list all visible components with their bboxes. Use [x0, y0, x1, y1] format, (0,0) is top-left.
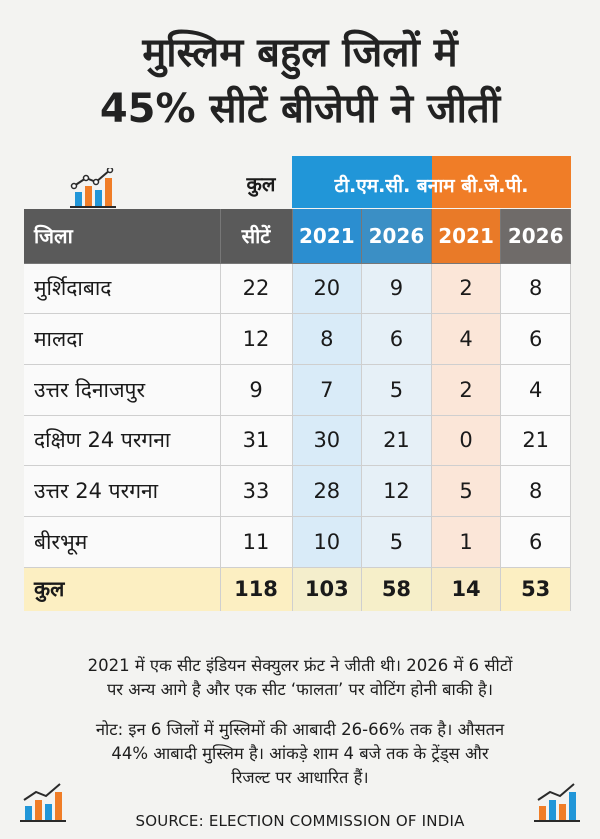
table-row: उत्तर दिनाजपुर 9 7 5 2 4 [24, 364, 571, 416]
tmc-2026-cell: 9 [361, 263, 432, 315]
note-line: नोट: इन 6 जिलों में मुस्लिमों की आबादी 2… [95, 720, 505, 739]
bjp-header-band [432, 156, 571, 208]
tmc-2026-cell: 5 [361, 364, 432, 416]
note-isf: 2021 में एक सीट इंडियन सेक्युलर फ्रंट ने… [20, 654, 580, 702]
col-tmc-2021: 2021 [292, 209, 363, 264]
results-table: जिला सीटें 2021 2026 2021 2026 मुर्शिदाब… [24, 209, 571, 612]
col-district: जिला [24, 209, 221, 264]
tmc-header-band [292, 156, 432, 208]
table-row: मालदा 12 8 6 4 6 [24, 313, 571, 365]
table-header-row: जिला सीटें 2021 2026 2021 2026 [24, 209, 571, 264]
tmc-2026-cell: 21 [361, 415, 432, 467]
bjp-2021-cell: 5 [431, 465, 502, 517]
bar-chart-icon [20, 782, 66, 822]
seats-cell: 31 [220, 415, 293, 467]
note-line: पर अन्य आगे है और एक सीट ‘फालता’ पर वोटि… [106, 680, 494, 699]
col-bjp-2026: 2026 [500, 209, 571, 264]
bjp-2026-cell: 4 [500, 364, 571, 416]
total-row: कुल 118 103 58 14 53 [24, 567, 571, 612]
district-cell: उत्तर 24 परगना [24, 465, 221, 517]
seats-cell: 22 [220, 263, 293, 315]
bjp-2021-cell: 1 [431, 516, 502, 568]
total-bjp-2021-cell: 14 [431, 567, 502, 612]
note-line: रिजल्ट पर आधारित हैं। [231, 768, 369, 787]
table-row: बीरभूम 11 10 5 1 6 [24, 516, 571, 568]
bar-chart-icon [534, 782, 580, 822]
col-seats: सीटें [220, 209, 293, 264]
bjp-2026-cell: 8 [500, 263, 571, 315]
tmc-2026-cell: 12 [361, 465, 432, 517]
tmc-2021-cell: 8 [292, 313, 363, 365]
district-cell: उत्तर दिनाजपुर [24, 364, 221, 416]
tmc-2026-cell: 5 [361, 516, 432, 568]
total-tmc-2021-cell: 103 [292, 567, 363, 612]
total-seats-cell: 118 [220, 567, 293, 612]
note-population: नोट: इन 6 जिलों में मुस्लिमों की आबादी 2… [20, 718, 580, 790]
title-line-1: मुस्लिम बहुल जिलों में [142, 30, 458, 76]
bjp-2026-cell: 8 [500, 465, 571, 517]
col-tmc-2026: 2026 [361, 209, 432, 264]
bjp-2026-cell: 21 [500, 415, 571, 467]
tmc-2026-cell: 6 [361, 313, 432, 365]
seats-cell: 11 [220, 516, 293, 568]
bjp-2021-cell: 2 [431, 263, 502, 315]
bjp-2026-cell: 6 [500, 516, 571, 568]
tmc-vs-bjp-label: टी.एम.सी. बनाम बी.जे.पी. [334, 175, 529, 197]
total-label-cell: कुल [24, 567, 221, 612]
district-cell: दक्षिण 24 परगना [24, 415, 221, 467]
note-line: 44% आबादी मुस्लिम है। आंकड़े शाम 4 बजे त… [111, 744, 489, 763]
bjp-2026-cell: 6 [500, 313, 571, 365]
table-row: दक्षिण 24 परगना 31 30 21 0 21 [24, 415, 571, 467]
tmc-2021-cell: 28 [292, 465, 363, 517]
source-line: SOURCE: ELECTION COMMISSION OF INDIA [135, 812, 465, 830]
bjp-2021-cell: 2 [431, 364, 502, 416]
header-total-label: कुल [246, 172, 276, 196]
table-row: उत्तर 24 परगना 33 28 12 5 8 [24, 465, 571, 517]
tmc-2021-cell: 30 [292, 415, 363, 467]
tmc-2021-cell: 20 [292, 263, 363, 315]
bar-chart-icon [70, 168, 116, 208]
col-bjp-2021: 2021 [431, 209, 502, 264]
bjp-2021-cell: 4 [431, 313, 502, 365]
bjp-2021-cell: 0 [431, 415, 502, 467]
title-line-2: 45% सीटें बीजेपी ने जीतीं [99, 86, 501, 132]
district-cell: मुर्शिदाबाद [24, 263, 221, 315]
total-bjp-2026-cell: 53 [500, 567, 571, 612]
seats-cell: 33 [220, 465, 293, 517]
note-line: 2021 में एक सीट इंडियन सेक्युलर फ्रंट ने… [87, 656, 513, 675]
district-cell: मालदा [24, 313, 221, 365]
tmc-2021-cell: 7 [292, 364, 363, 416]
total-tmc-2026-cell: 58 [361, 567, 432, 612]
seats-cell: 12 [220, 313, 293, 365]
district-cell: बीरभूम [24, 516, 221, 568]
seats-cell: 9 [220, 364, 293, 416]
table-row: मुर्शिदाबाद 22 20 9 2 8 [24, 263, 571, 315]
tmc-2021-cell: 10 [292, 516, 363, 568]
